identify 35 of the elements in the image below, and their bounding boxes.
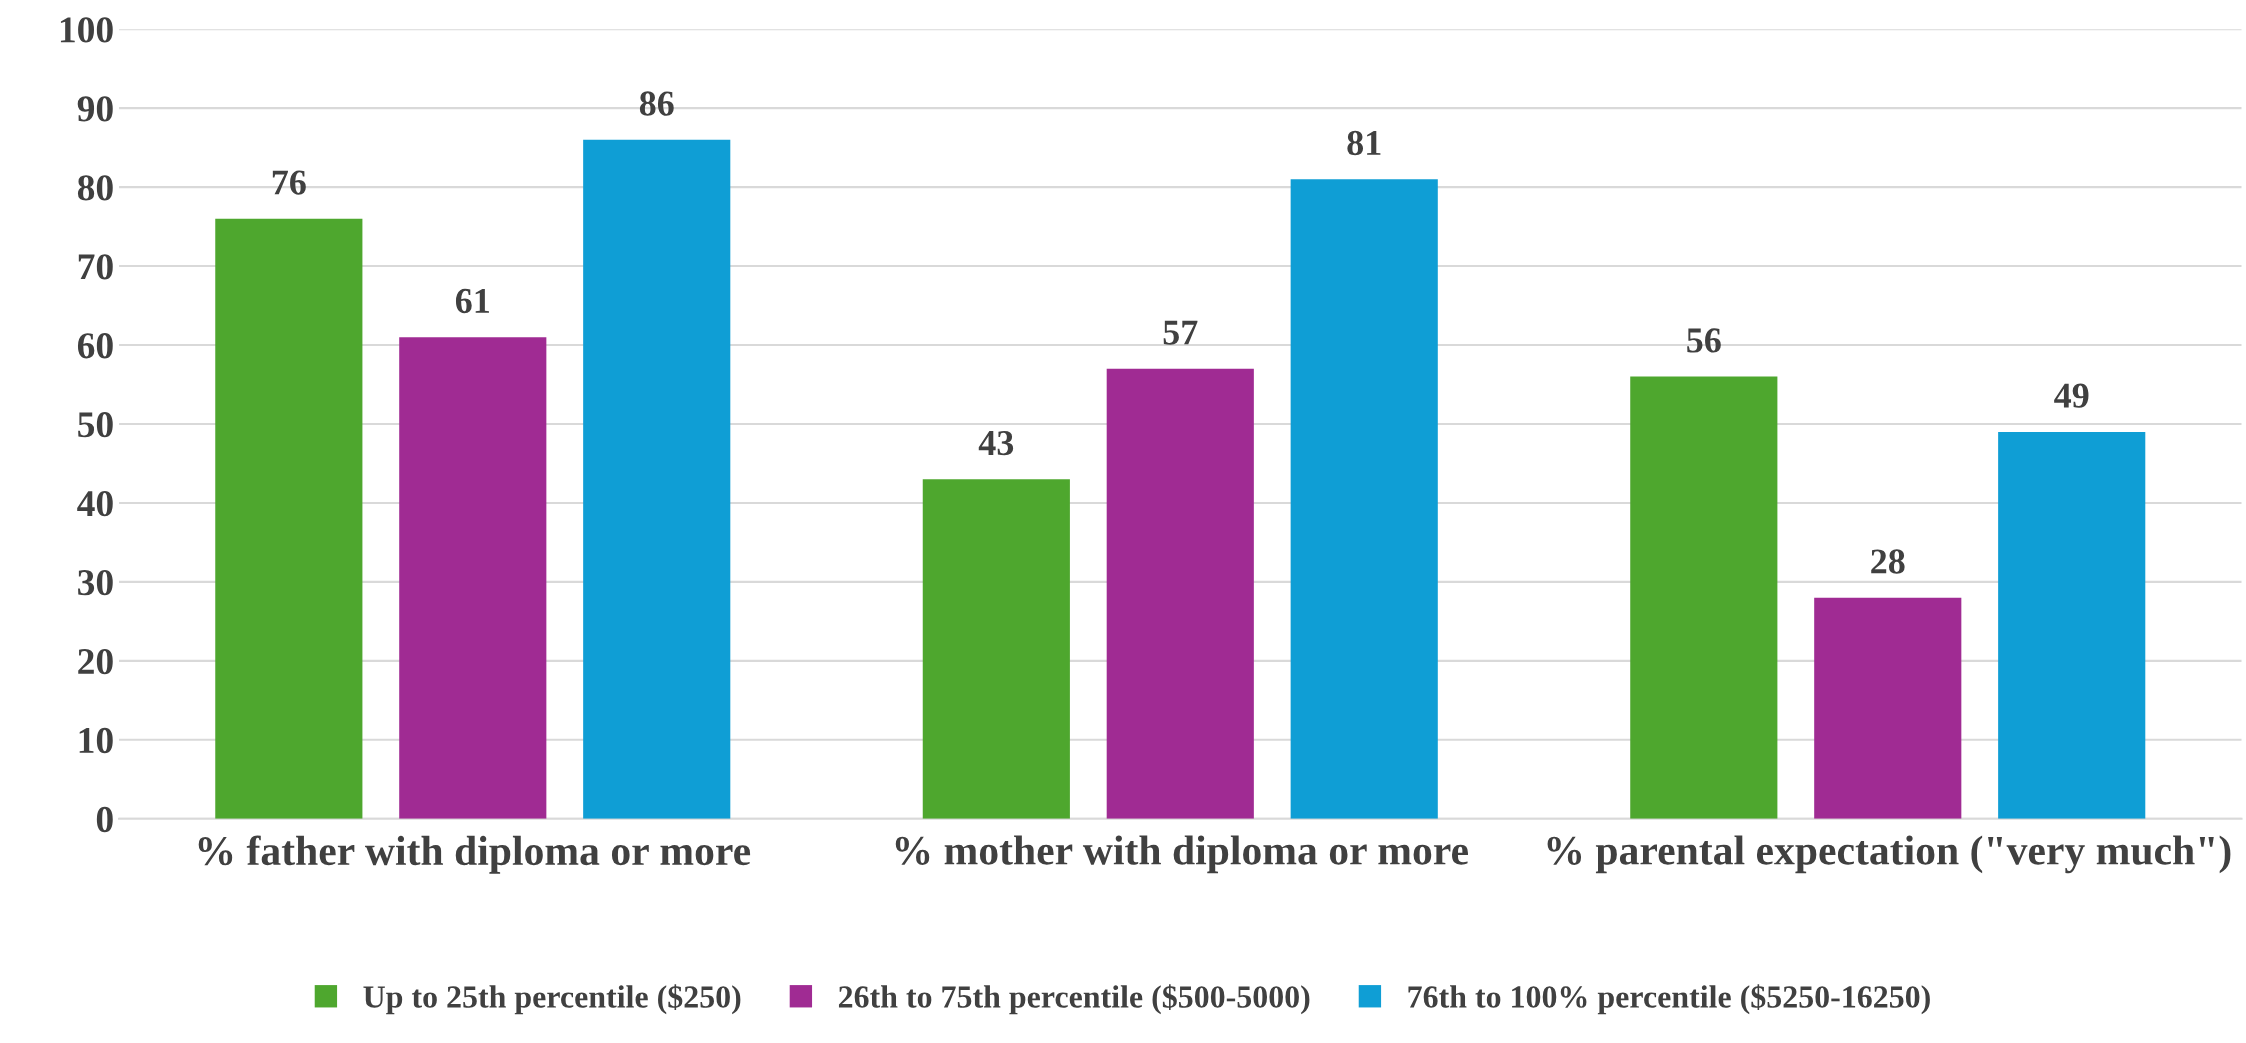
y-tick-label: 80 <box>77 175 113 201</box>
data-label: 49 <box>2054 383 2089 408</box>
y-tick-label: 0 <box>96 806 113 833</box>
y-tick-label: 60 <box>77 333 113 359</box>
bar <box>922 479 1070 819</box>
bar <box>1106 368 1254 819</box>
data-label: 61 <box>455 288 489 314</box>
y-tick-label: 50 <box>78 412 113 438</box>
legend-label: 26th to 75th percentile ($500-5000) <box>838 984 1310 1015</box>
y-tick-label: 30 <box>78 569 113 596</box>
data-label: 43 <box>978 430 1014 456</box>
bar <box>1814 597 1962 819</box>
x-tick-label: % parental expectation ("very much") <box>1547 835 2231 874</box>
legend-label: 76th to 100% percentile ($5250-16250) <box>1408 984 1930 1015</box>
data-label: 57 <box>1163 320 1198 345</box>
y-tick-label: 70 <box>78 254 113 280</box>
data-label: 56 <box>1687 328 1721 353</box>
data-label: 76 <box>272 170 306 195</box>
data-label: 86 <box>639 91 674 116</box>
data-label: 81 <box>1347 130 1381 156</box>
data-label: 28 <box>1871 549 1905 574</box>
bar <box>1998 431 2146 819</box>
y-tick-label: 20 <box>78 648 113 675</box>
y-tick-label: 40 <box>77 491 113 517</box>
bar <box>1630 376 1778 819</box>
y-tick-label: 90 <box>77 96 113 122</box>
bar <box>1290 179 1438 819</box>
y-tick-label: 10 <box>79 727 113 754</box>
bar <box>583 139 731 819</box>
bar <box>399 337 547 819</box>
x-tick-label: % father with diploma or more <box>198 835 751 874</box>
legend-label: Up to 25th percentile ($250) <box>363 984 741 1015</box>
bar <box>215 218 363 819</box>
y-tick-label: 100 <box>60 17 113 43</box>
x-tick-label: % mother with diploma or more <box>895 835 1468 874</box>
